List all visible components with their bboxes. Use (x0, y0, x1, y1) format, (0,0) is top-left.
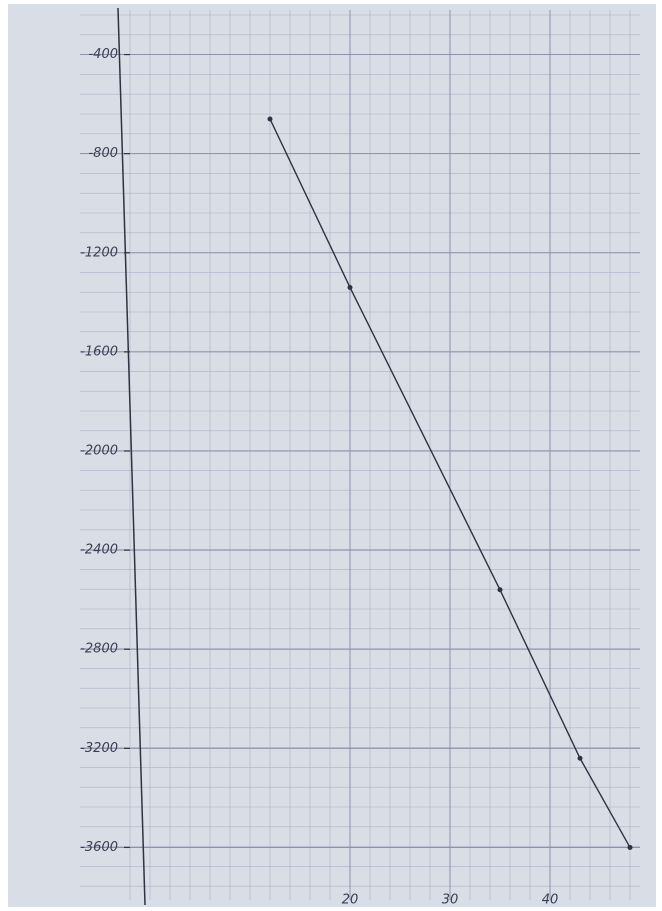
x-tick-label: 40 (542, 893, 559, 908)
data-point (578, 756, 583, 761)
y-tick-label: -3200 (80, 741, 118, 756)
y-tick-label: -2000 (80, 444, 118, 459)
y-tick-label: -2400 (80, 543, 118, 558)
y-tick-label: -800 (88, 146, 118, 161)
data-point (348, 285, 353, 290)
x-tick-label: 20 (342, 893, 359, 908)
data-point (628, 845, 633, 850)
data-point (498, 587, 503, 592)
y-tick-label: -1200 (80, 245, 118, 260)
chart: -400 -800 -1200 -1600 -2000 -2400 -2800 -3200 -3… (0, 0, 662, 911)
y-tick-label: -400 (88, 47, 118, 62)
y-tick-label: -1600 (80, 344, 118, 359)
y-tick-label: -3600 (80, 840, 118, 855)
page: -400 -800 -1200 -1600 -2000 -2400 -2800 -3200 -3… (0, 0, 662, 911)
x-tick-label: 30 (442, 893, 459, 908)
data-point (268, 116, 273, 121)
y-tick-label: -2800 (80, 642, 118, 657)
